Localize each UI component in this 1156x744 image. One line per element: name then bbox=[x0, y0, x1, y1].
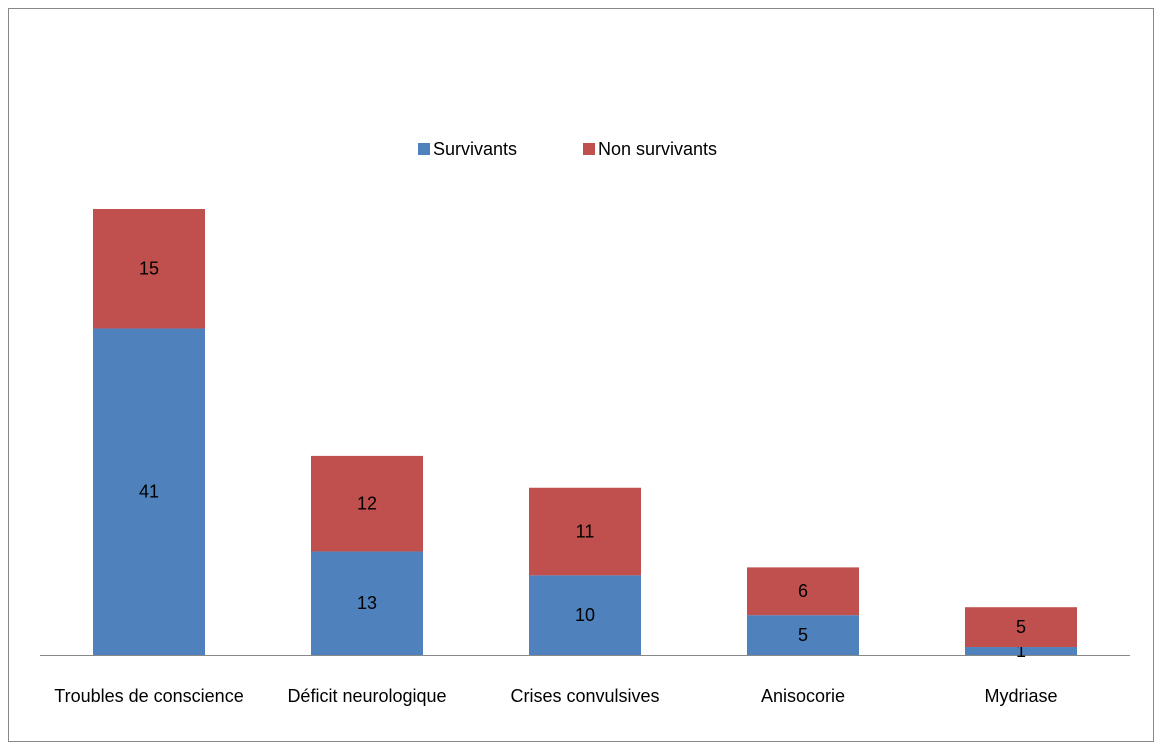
bar-segment bbox=[311, 551, 423, 655]
data-label: 1 bbox=[1016, 641, 1026, 661]
data-label: 41 bbox=[139, 481, 159, 501]
data-label: 5 bbox=[1016, 617, 1026, 637]
x-tick-label: Crises convulsives bbox=[510, 686, 659, 706]
x-tick-label: Anisocorie bbox=[761, 686, 845, 706]
data-label: 10 bbox=[575, 605, 595, 625]
bar-segment bbox=[93, 209, 205, 329]
bar-segment bbox=[93, 328, 205, 655]
x-tick-label: Troubles de conscience bbox=[54, 686, 243, 706]
data-label: 5 bbox=[798, 625, 808, 645]
legend-label: Survivants bbox=[433, 139, 517, 159]
x-tick-label: Déficit neurologique bbox=[287, 686, 446, 706]
data-label: 11 bbox=[576, 521, 595, 541]
bar-segment bbox=[311, 455, 423, 552]
bar-segment bbox=[965, 647, 1077, 655]
data-label: 6 bbox=[798, 581, 808, 601]
bar-segment bbox=[965, 607, 1077, 648]
bar-segment bbox=[529, 575, 641, 655]
bar-segment bbox=[529, 487, 641, 576]
data-label: 12 bbox=[357, 493, 377, 513]
data-label: 13 bbox=[357, 593, 377, 613]
bar-segment bbox=[747, 615, 859, 655]
x-tick-label: Mydriase bbox=[984, 686, 1057, 706]
legend-label: Non survivants bbox=[598, 139, 717, 159]
data-label: 15 bbox=[139, 258, 159, 278]
legend-swatch bbox=[418, 143, 430, 155]
legend-swatch bbox=[583, 143, 595, 155]
bar-segment bbox=[747, 567, 859, 616]
